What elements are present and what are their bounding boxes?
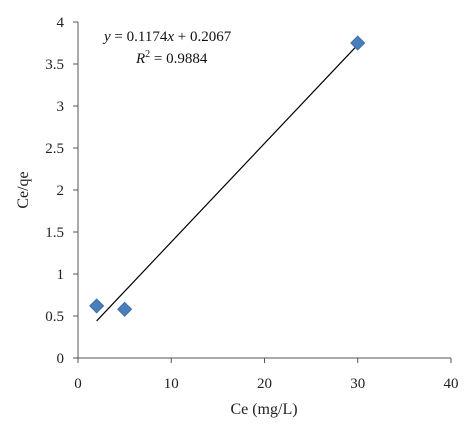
data-point (117, 301, 133, 317)
data-point (89, 298, 105, 314)
equation-intercept: + 0.2067 (174, 29, 232, 45)
y-axis-title: Ce/qe (15, 171, 32, 208)
x-tick-label: 40 (444, 376, 459, 392)
equation-slope: = 0.1174 (111, 29, 168, 45)
y-tick-label: 3.5 (45, 57, 64, 73)
y-tick-label: 1 (57, 267, 65, 283)
x-tick-label: 0 (74, 376, 82, 392)
y-tick-label: 3 (57, 99, 65, 115)
y-tick-label: 2 (57, 183, 65, 199)
trendline (96, 44, 359, 322)
r-squared-var: R (135, 51, 145, 67)
tick-marks (73, 21, 452, 363)
r-squared-value: = 0.9884 (150, 51, 208, 67)
x-tick-label: 30 (350, 376, 365, 392)
data-points (89, 35, 366, 317)
x-tick-label: 10 (164, 376, 179, 392)
y-tick-label: 2.5 (45, 141, 64, 157)
y-tick-label: 0.5 (45, 309, 64, 325)
y-tick-label: 4 (57, 15, 65, 31)
y-tick-label: 0 (57, 351, 65, 367)
data-point (350, 35, 366, 51)
trendline-group (96, 44, 359, 322)
trendline-equation: y = 0.1174x + 0.2067 (102, 29, 232, 45)
axes (77, 22, 451, 359)
equation-y-var: y (102, 29, 111, 45)
r-squared-superscript: 2 (145, 49, 150, 60)
equation-x-var: x (166, 29, 174, 45)
x-tick-label: 20 (257, 376, 272, 392)
x-axis-title: Ce (mg/L) (230, 401, 297, 418)
y-tick-label: 1.5 (45, 225, 64, 241)
trendline-r-squared: R2 = 0.9884 (135, 49, 208, 67)
